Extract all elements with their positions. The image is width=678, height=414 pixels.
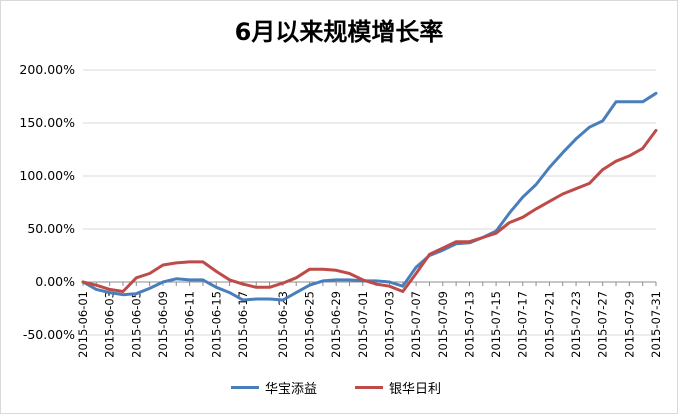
x-tick-label: 2015-06-01	[76, 291, 90, 358]
x-tick-label: 2015-07-23	[569, 291, 583, 358]
y-tick-label: -50.00%	[23, 327, 75, 342]
x-tick-label: 2015-06-29	[329, 291, 343, 358]
x-tick-label: 2015-07-15	[489, 291, 503, 358]
x-tick-label: 2015-06-17	[236, 291, 250, 358]
legend-label-series-1: 华宝添益	[265, 382, 318, 397]
legend-label-series-2: 银华日利	[389, 382, 442, 397]
legend-swatch-series-1	[231, 386, 259, 389]
legend-swatch-series-2	[355, 386, 383, 389]
x-tick-label: 2015-06-09	[156, 291, 170, 358]
x-tick-label: 2015-07-09	[436, 291, 450, 358]
x-tick-label: 2015-07-13	[462, 291, 476, 358]
series-line-2	[81, 128, 658, 293]
x-tick-label: 2015-07-31	[649, 291, 663, 358]
x-tick-label: 2015-06-25	[303, 291, 317, 358]
x-tick-labels: 2015-06-01 2015-06-03 2015-06-05 2015-06-09…	[76, 291, 663, 358]
x-tick-label: 2015-06-11	[183, 291, 197, 358]
x-tick-label: 2015-07-27	[596, 291, 610, 358]
y-tick-label: 100.00%	[19, 168, 75, 183]
legend: 华宝添益 银华日利	[0, 378, 678, 402]
legend-item-series-1: 华宝添益	[231, 378, 317, 397]
x-tick-label: 2015-07-17	[516, 291, 530, 358]
legend-item-series-2: 银华日利	[355, 378, 441, 397]
x-tick-label: 2015-07-03	[382, 291, 396, 358]
x-tick-label: 2015-06-15	[209, 291, 223, 358]
x-tick-label: 2015-06-03	[103, 291, 117, 358]
x-tick-label: 2015-07-29	[622, 291, 636, 358]
x-tick-label: 2015-07-01	[356, 291, 370, 358]
x-tick-label: 2015-06-05	[129, 291, 143, 358]
y-tick-label: 50.00%	[27, 221, 75, 236]
x-tick-label: 2015-06-23	[276, 291, 290, 358]
x-tick-label: 2015-07-21	[542, 291, 556, 358]
y-tick-label: 150.00%	[19, 115, 75, 130]
series-line-1	[81, 91, 658, 302]
y-tick-label: 0.00%	[35, 274, 75, 289]
x-tick-label: 2015-07-07	[409, 291, 423, 358]
chart-title: 6月以来规模增长率	[234, 18, 444, 46]
y-tick-labels: 200.00% 150.00% 100.00% 50.00% 0.00% -50.00%	[19, 62, 75, 342]
y-tick-label: 200.00%	[19, 62, 75, 77]
series-lines	[81, 91, 658, 302]
